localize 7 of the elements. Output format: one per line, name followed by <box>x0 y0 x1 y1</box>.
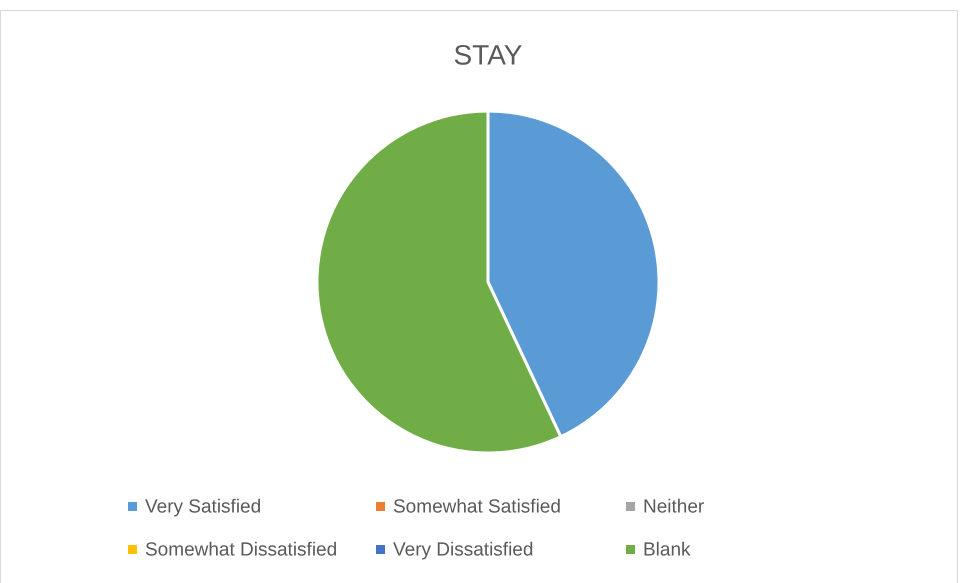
legend-label: Very Satisfied <box>145 496 262 518</box>
legend-label: Blank <box>643 540 692 560</box>
legend-label: Somewhat Satisfied <box>393 496 561 518</box>
legend-label: Somewhat Dissatisfied <box>145 540 338 560</box>
chart-title: STAY <box>454 40 523 70</box>
legend-label: Very Dissatisfied <box>393 540 534 560</box>
legend-label: Neither <box>643 496 705 518</box>
